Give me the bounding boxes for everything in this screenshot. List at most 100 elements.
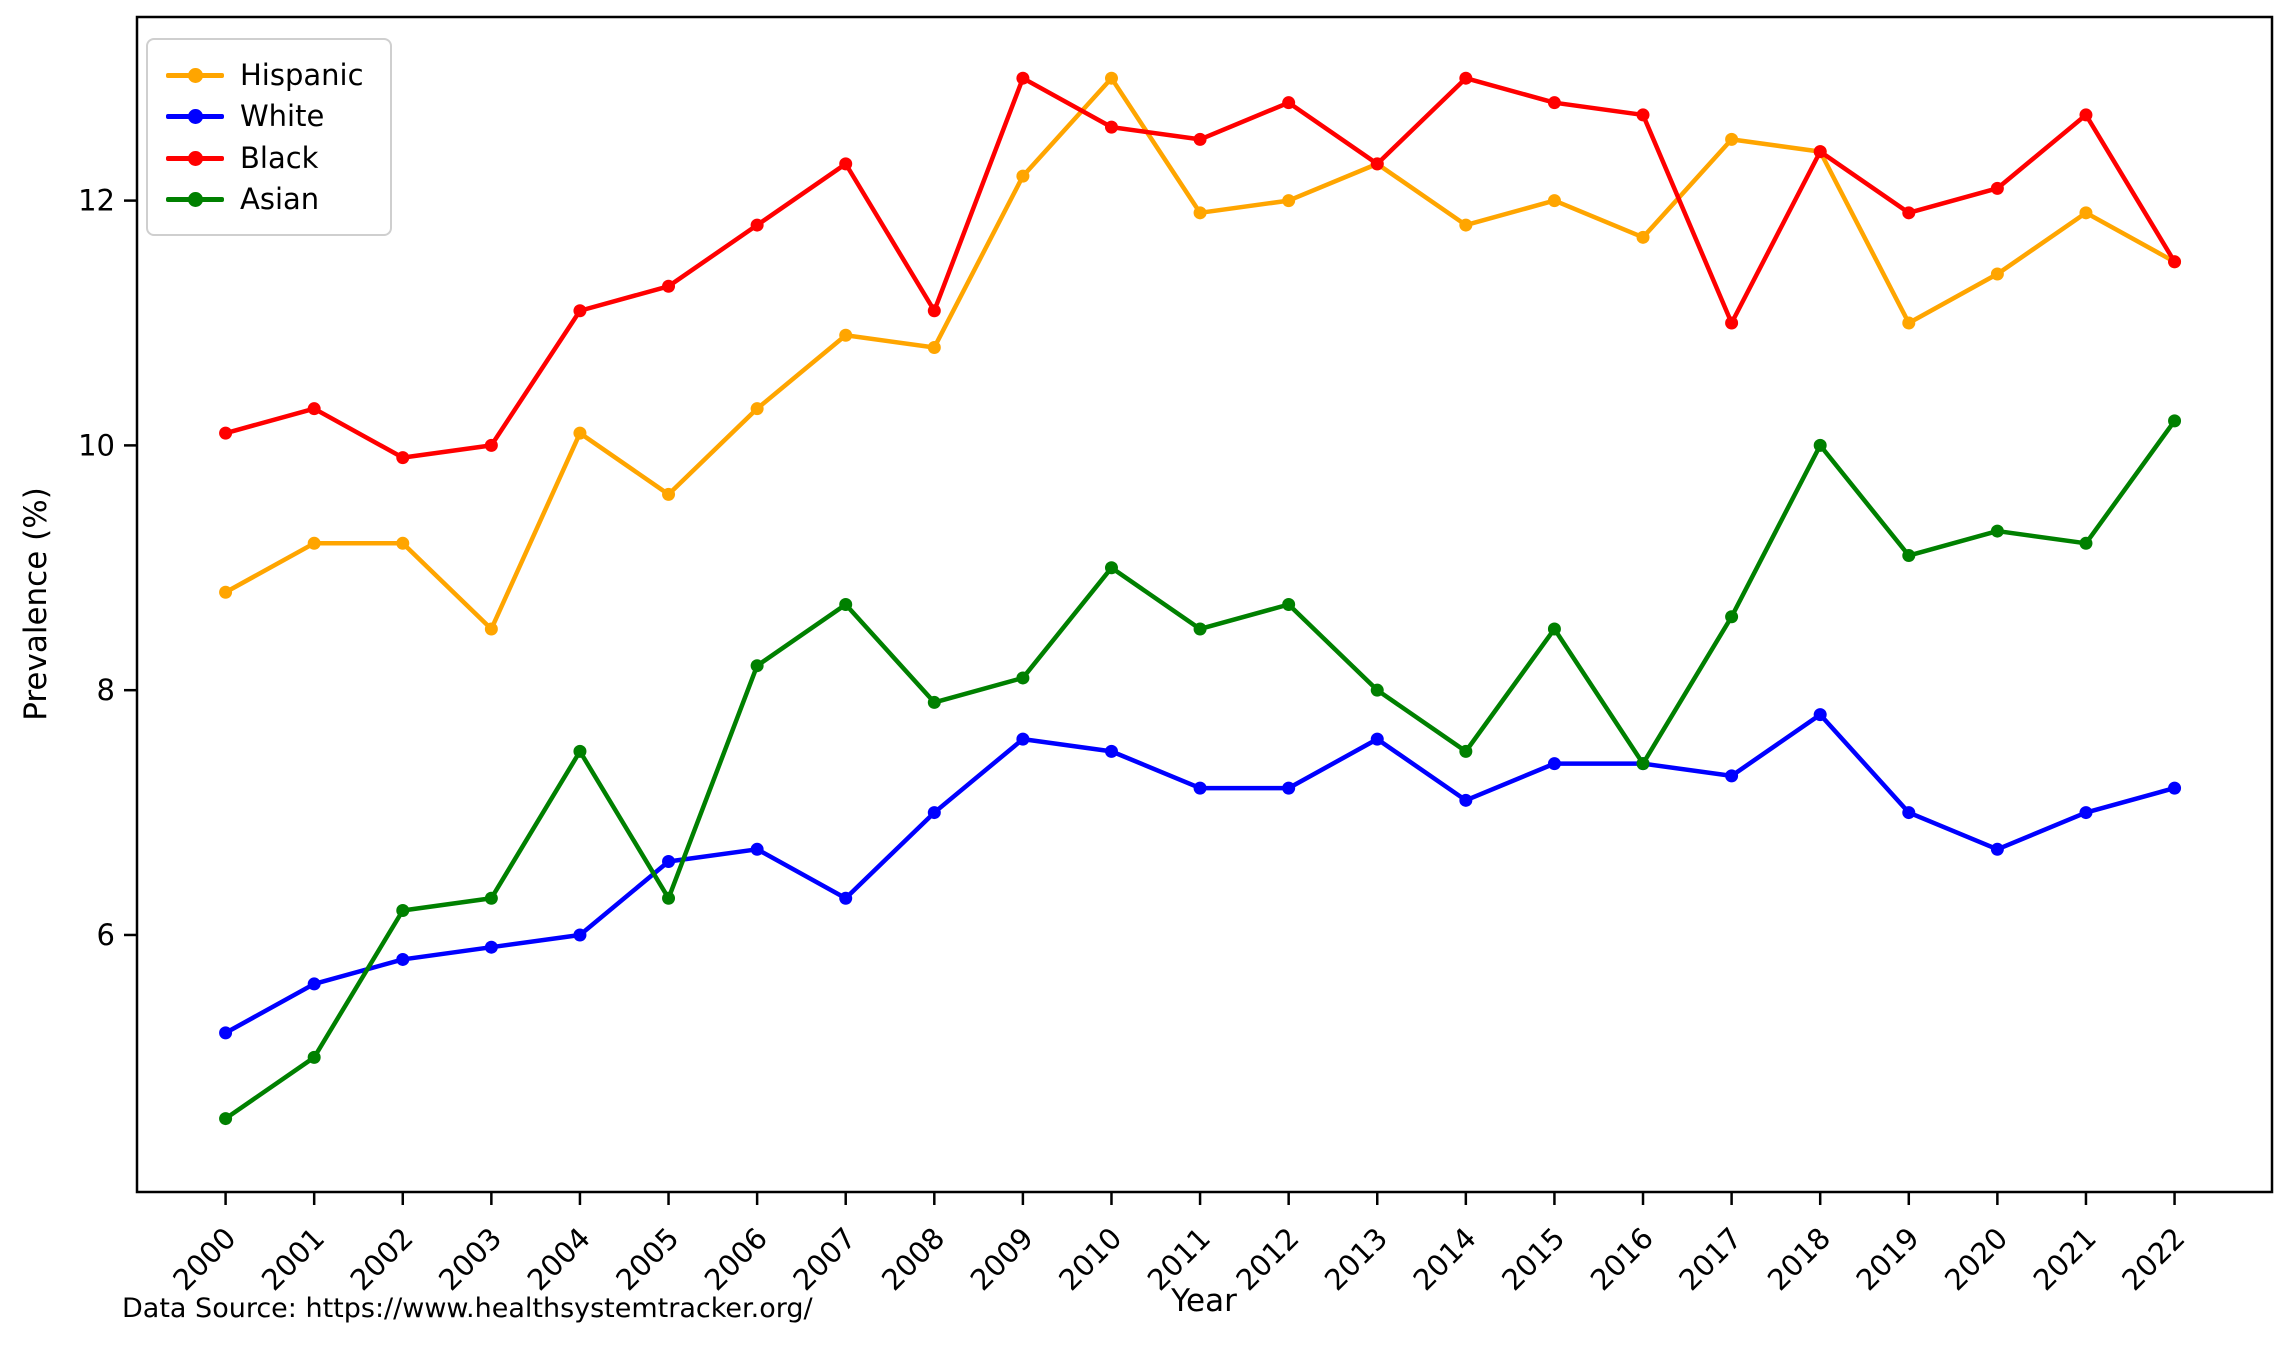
marker-white-2010 xyxy=(1104,744,1118,758)
marker-hispanic-2021 xyxy=(2079,206,2093,220)
legend-marker-dot xyxy=(188,192,203,208)
x-tick-label-2015: 2015 xyxy=(1495,1221,1571,1297)
x-tick-label-2001: 2001 xyxy=(255,1221,331,1297)
marker-black-2021 xyxy=(2079,108,2093,122)
marker-hispanic-2001 xyxy=(307,536,321,550)
marker-asian-2011 xyxy=(1193,622,1207,636)
marker-asian-2006 xyxy=(750,659,764,673)
legend-item-asian: Asian xyxy=(166,179,366,221)
legend-item-hispanic: Hispanic xyxy=(166,54,366,96)
x-tick-label-2016: 2016 xyxy=(1584,1221,1660,1297)
marker-white-2014 xyxy=(1459,793,1473,807)
marker-asian-2018 xyxy=(1813,438,1827,452)
marker-hispanic-2011 xyxy=(1193,206,1207,220)
marker-black-2001 xyxy=(307,402,321,416)
legend-item-black: Black xyxy=(166,137,366,179)
marker-black-2011 xyxy=(1193,132,1207,146)
plot-frame xyxy=(135,15,2274,1194)
x-tick-label-2022: 2022 xyxy=(2115,1221,2191,1297)
marker-black-2005 xyxy=(662,279,676,293)
marker-black-2015 xyxy=(1547,96,1561,110)
x-tick-label-2000: 2000 xyxy=(166,1221,242,1297)
marker-hispanic-2003 xyxy=(484,622,498,636)
marker-white-2012 xyxy=(1282,781,1296,795)
marker-black-2016 xyxy=(1636,108,1650,122)
legend-line-icon xyxy=(166,108,224,125)
legend-item-white: White xyxy=(166,96,366,138)
y-tick-label-12: 12 xyxy=(78,184,115,218)
marker-asian-2014 xyxy=(1459,744,1473,758)
marker-white-2002 xyxy=(396,952,410,966)
marker-black-2003 xyxy=(484,438,498,452)
marker-asian-2003 xyxy=(484,891,498,905)
marker-black-2002 xyxy=(396,451,410,465)
marker-white-2003 xyxy=(484,940,498,954)
x-tick-label-2019: 2019 xyxy=(1849,1221,1925,1297)
legend-label-white: White xyxy=(240,99,325,134)
x-tick-label-2017: 2017 xyxy=(1672,1221,1748,1297)
x-tick-label-2005: 2005 xyxy=(609,1221,685,1297)
marker-hispanic-2008 xyxy=(927,340,941,354)
marker-asian-2007 xyxy=(839,598,853,611)
marker-asian-2009 xyxy=(1016,671,1030,685)
marker-white-2006 xyxy=(750,842,764,856)
marker-black-2017 xyxy=(1725,316,1739,330)
marker-hispanic-2019 xyxy=(1902,316,1916,330)
legend-line-icon xyxy=(166,67,224,83)
marker-asian-2008 xyxy=(927,695,941,709)
marker-asian-2012 xyxy=(1282,598,1296,611)
marker-white-2011 xyxy=(1193,781,1207,795)
marker-black-2010 xyxy=(1104,120,1118,134)
marker-asian-2017 xyxy=(1725,610,1739,624)
marker-hispanic-2004 xyxy=(573,426,587,440)
marker-hispanic-2002 xyxy=(396,536,410,550)
marker-hispanic-2006 xyxy=(750,402,764,416)
x-axis-label: Year xyxy=(1171,1283,1237,1319)
marker-hispanic-2012 xyxy=(1282,194,1296,208)
marker-white-2019 xyxy=(1902,806,1916,820)
marker-black-2012 xyxy=(1282,96,1296,110)
marker-white-2007 xyxy=(839,891,853,905)
x-tick-label-2007: 2007 xyxy=(786,1221,862,1297)
marker-black-2006 xyxy=(750,218,764,232)
x-tick-label-2010: 2010 xyxy=(1052,1221,1128,1297)
x-tick-label-2004: 2004 xyxy=(521,1221,597,1297)
marker-hispanic-2007 xyxy=(839,328,853,342)
marker-hispanic-2014 xyxy=(1459,218,1473,232)
marker-white-2005 xyxy=(662,855,676,869)
marker-asian-2001 xyxy=(307,1050,321,1064)
x-tick-label-2008: 2008 xyxy=(875,1221,951,1297)
marker-asian-2015 xyxy=(1547,622,1561,636)
marker-asian-2019 xyxy=(1902,549,1916,563)
marker-white-2020 xyxy=(1990,842,2004,856)
x-tick-label-2009: 2009 xyxy=(964,1221,1040,1297)
marker-hispanic-2015 xyxy=(1547,194,1561,208)
marker-asian-2010 xyxy=(1104,561,1118,575)
legend-label-black: Black xyxy=(240,140,319,175)
marker-asian-2020 xyxy=(1990,524,2004,538)
marker-asian-2004 xyxy=(573,744,587,758)
legend-label-asian: Asian xyxy=(240,182,320,217)
x-tick-label-2013: 2013 xyxy=(1318,1221,1394,1297)
x-tick-label-2018: 2018 xyxy=(1761,1221,1837,1297)
x-tick-label-2021: 2021 xyxy=(2027,1221,2103,1297)
x-tick-label-2003: 2003 xyxy=(432,1221,508,1297)
x-tick-label-2002: 2002 xyxy=(343,1221,419,1297)
marker-asian-2022 xyxy=(2168,414,2182,428)
y-tick-label-10: 10 xyxy=(78,428,115,462)
marker-asian-2002 xyxy=(396,903,410,917)
marker-white-2021 xyxy=(2079,806,2093,820)
x-tick-label-2020: 2020 xyxy=(1938,1221,2014,1297)
marker-hispanic-2016 xyxy=(1636,230,1650,244)
y-tick-label-6: 6 xyxy=(97,918,115,952)
y-axis-label: Prevalence (%) xyxy=(18,487,54,721)
marker-black-2008 xyxy=(927,304,941,318)
marker-black-2007 xyxy=(839,157,853,171)
marker-black-2022 xyxy=(2168,255,2182,269)
x-tick-label-2006: 2006 xyxy=(698,1221,774,1297)
legend-line-icon xyxy=(166,150,224,166)
legend: Hispanic White Black Asian xyxy=(146,38,392,236)
x-tick-label-2014: 2014 xyxy=(1407,1221,1483,1297)
